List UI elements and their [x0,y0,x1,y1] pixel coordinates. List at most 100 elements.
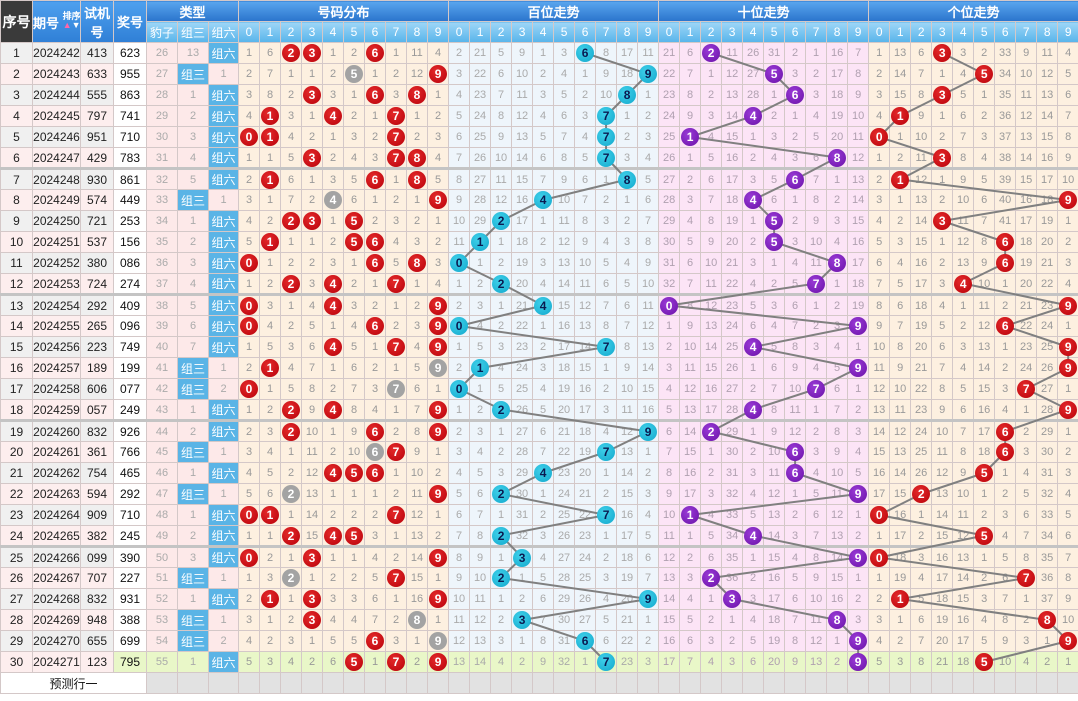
hundreds-cell: 4 [637,504,660,526]
prediction-cell[interactable] [448,672,471,694]
type-miss-count: 38 [146,293,178,316]
prediction-cell[interactable] [238,672,261,694]
prediction-cell[interactable] [146,672,178,694]
units-hit-ball: 9 [1059,632,1078,650]
prediction-cell[interactable] [322,672,345,694]
tens-cell: 1 [847,336,870,358]
tens-cell: 12 [658,545,681,568]
units-cell: 7 [952,419,975,442]
prediction-cell[interactable] [427,672,450,694]
hundreds-hit-ball: 3 [513,549,532,567]
hundreds-cell: 1 [616,189,639,211]
hit-ball: 4 [324,274,343,293]
dist-cell: 1 [364,651,387,673]
hundreds-cell: 20 [553,399,576,421]
prediction-cell[interactable] [994,672,1017,694]
prediction-cell[interactable] [385,672,408,694]
prediction-cell[interactable] [826,672,849,694]
tens-cell: 5 [679,231,702,253]
tens-cell: 1 [847,504,870,526]
prediction-cell[interactable] [280,672,303,694]
prediction-cell[interactable] [207,672,240,694]
tens-cell: 13 [763,504,786,526]
prediction-cell[interactable] [889,672,912,694]
tens-cell: 12 [805,630,828,652]
units-cell: 33 [1036,504,1059,526]
prediction-cell[interactable] [847,672,870,694]
prediction-cell[interactable] [490,672,513,694]
hit-ball: 4 [324,297,343,315]
prediction-cell[interactable] [343,672,366,694]
sort-toggle[interactable]: 排序 ▲▼ [63,11,80,30]
tens-cell: 5 [763,167,786,190]
dist-cell: 4 [322,189,345,211]
units-cell: 13 [1036,84,1059,106]
units-cell: 26 [910,462,933,484]
dist-cell: 5 [238,231,261,253]
units-cell: 34 [994,63,1017,85]
prediction-cell[interactable] [931,672,954,694]
units-cell: 9 [1057,357,1078,379]
header-issue[interactable]: 期号 排序 ▲▼ [32,0,81,43]
prediction-cell[interactable] [177,672,209,694]
hit-ball: 4 [324,400,343,419]
units-cell: 5 [973,167,996,190]
hundreds-cell: 25 [469,126,492,148]
repeat-ball: 7 [387,380,406,398]
hundreds-cell: 3 [490,336,513,358]
hundreds-cell: 14 [469,651,492,673]
prediction-cell[interactable] [553,672,576,694]
row-draw-number: 710 [113,504,147,526]
prediction-cell[interactable] [406,672,429,694]
prediction-cell[interactable] [511,672,534,694]
hundreds-cell: 2 [469,273,492,295]
units-cell: 18 [952,651,975,673]
dist-cell: 3 [238,84,261,106]
prediction-cell[interactable] [721,672,744,694]
tens-digit-header: 1 [679,21,702,43]
prediction-cell[interactable] [763,672,786,694]
hundreds-cell: 14 [616,462,639,484]
dist-cell: 4 [343,315,366,337]
tens-cell: 1 [742,126,765,148]
prediction-cell[interactable] [910,672,933,694]
prediction-cell[interactable] [1036,672,1059,694]
tens-cell: 2 [847,588,870,610]
prediction-cell[interactable] [595,672,618,694]
prediction-cell[interactable] [700,672,723,694]
hundreds-cell: 9 [553,167,576,190]
hit-ball: 5 [345,233,364,251]
prediction-cell[interactable] [364,672,387,694]
prediction-cell[interactable] [259,672,282,694]
prediction-cell[interactable] [1015,672,1038,694]
units-cell: 5 [994,545,1017,568]
prediction-cell[interactable] [1057,672,1078,694]
tens-cell: 9 [805,567,828,589]
prediction-cell[interactable] [301,672,324,694]
dist-cell: 2 [280,273,303,295]
prediction-cell[interactable] [868,672,891,694]
prediction-cell[interactable] [952,672,975,694]
type-miss-count: 1 [207,63,240,85]
prediction-cell[interactable] [658,672,681,694]
type-miss-count: 32 [146,167,178,190]
prediction-cell[interactable] [784,672,807,694]
prediction-cell[interactable] [679,672,702,694]
units-cell: 13 [952,252,975,274]
prediction-cell[interactable] [805,672,828,694]
type-miss-count: 36 [146,252,178,274]
prediction-cell[interactable] [469,672,492,694]
hit-ball: 2 [282,212,301,230]
prediction-cell[interactable] [532,672,555,694]
prediction-cell[interactable] [574,672,597,694]
type-miss-count: 3 [177,252,209,274]
header-type-0: 豹子 [146,21,178,43]
prediction-cell[interactable] [616,672,639,694]
prediction-cell[interactable] [973,672,996,694]
hundreds-cell: 28 [553,567,576,589]
prediction-cell[interactable] [637,672,660,694]
tens-cell: 2 [805,419,828,442]
dist-cell: 1 [427,609,450,631]
prediction-cell[interactable] [742,672,765,694]
